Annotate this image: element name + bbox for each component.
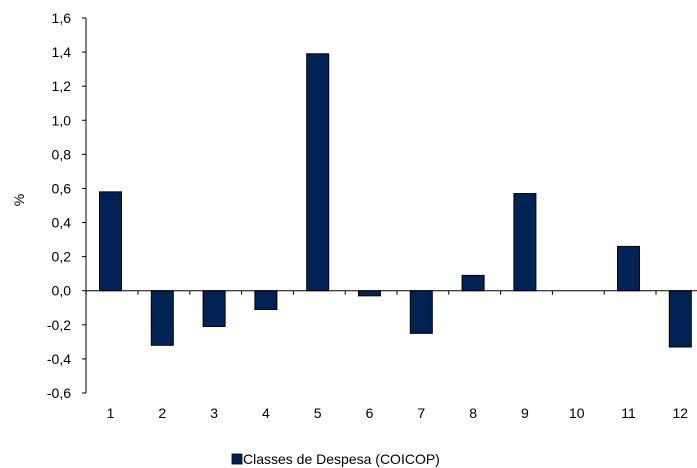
x-tick-label: 3: [210, 405, 218, 421]
y-axis-title: %: [11, 194, 27, 206]
x-tick-label: 1: [107, 405, 115, 421]
bar-9: [513, 193, 537, 292]
bar-12: [668, 290, 692, 348]
x-tick-label: 11: [621, 405, 636, 421]
x-tick-label: 2: [158, 405, 166, 421]
x-tick-label: 4: [262, 405, 270, 421]
bar-6: [358, 290, 381, 297]
bar-5: [306, 53, 330, 292]
legend-label: Classes de Despesa (COICOP): [243, 451, 440, 467]
y-axis-ticks: -0,6 -0,4 -0,2 0,0 0,2 0,4 0,6 0,8 1,0 1,2 1,4 1,6: [47, 10, 86, 401]
bar-7: [409, 290, 433, 334]
y-tick-label: 0,2: [52, 249, 72, 265]
y-tick-label: -0,4: [47, 351, 71, 367]
y-tick-label: 0,4: [52, 215, 72, 231]
y-tick-label: 0,6: [52, 180, 72, 196]
x-tick-label: 7: [417, 405, 425, 421]
bar-4: [254, 290, 278, 310]
bar-2: [150, 290, 174, 346]
x-tick-label: 8: [469, 405, 477, 421]
bar-3: [202, 290, 226, 328]
y-tick-label: 0,0: [52, 283, 72, 299]
legend: Classes de Despesa (COICOP): [231, 451, 440, 467]
y-tick-label: -0,6: [47, 385, 71, 401]
y-tick-label: 1,2: [52, 78, 72, 94]
bar-11: [617, 245, 640, 292]
bars: [99, 53, 692, 348]
y-tick-label: 1,0: [52, 112, 72, 128]
y-tick-label: 0,8: [52, 146, 72, 162]
x-tick-label: 6: [366, 405, 374, 421]
x-tick-label: 9: [521, 405, 529, 421]
y-tick-label: 1,4: [52, 44, 72, 60]
bar-1: [99, 191, 122, 292]
x-tick-label: 10: [569, 405, 585, 421]
x-tick-label: 5: [314, 405, 322, 421]
x-axis-ticks: 1 2 3 4 5 6 7 8 9 10 11 12: [85, 290, 689, 421]
x-tick-label: 12: [673, 405, 689, 421]
y-tick-label: -0,2: [47, 317, 71, 333]
bar-8: [461, 274, 485, 292]
y-tick-label: 1,6: [52, 10, 72, 26]
legend-swatch: [231, 453, 243, 465]
